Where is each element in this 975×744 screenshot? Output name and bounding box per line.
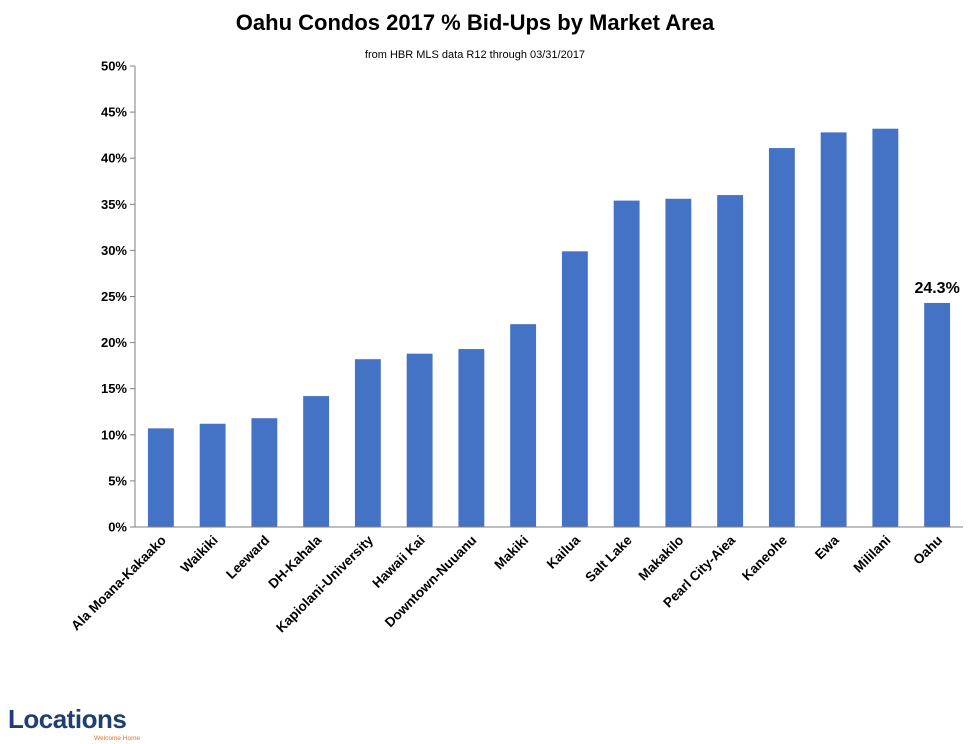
data-label: 24.3%	[914, 280, 959, 297]
logo-wordmark: Locations	[8, 704, 126, 734]
y-tick-label: 40%	[101, 151, 127, 166]
x-tick-label: Mililani	[851, 533, 894, 576]
y-tick-label: 10%	[101, 427, 127, 442]
bar	[251, 418, 278, 527]
bar	[613, 200, 640, 527]
company-logo: Locations Welcome Home	[8, 704, 141, 742]
bar	[199, 423, 226, 527]
x-tick-label: Oahu	[910, 533, 945, 568]
bar	[510, 324, 537, 527]
bar	[303, 396, 330, 527]
x-tick-label: Ala Moana-Kakaako	[68, 533, 169, 634]
chart-subtitle: from HBR MLS data R12 through 03/31/2017	[365, 49, 585, 61]
y-tick-label: 35%	[101, 197, 127, 212]
data-labels: 24.3%	[914, 280, 959, 297]
bar	[820, 132, 847, 527]
y-tick-label: 30%	[101, 243, 127, 258]
y-tick-label: 50%	[101, 59, 127, 74]
bar	[665, 198, 692, 527]
bar	[717, 195, 744, 527]
y-tick-label: 0%	[108, 520, 127, 535]
x-tick-label: Kaneohe	[739, 532, 790, 583]
x-tick-label: Makakilo	[636, 533, 687, 584]
y-tick-label: 15%	[101, 381, 127, 396]
x-tick-label: Ewa	[812, 532, 842, 562]
x-tick-label: Kapiolani-University	[273, 532, 376, 635]
bar	[768, 148, 795, 528]
y-tick-label: 25%	[101, 289, 127, 304]
bar	[458, 349, 485, 527]
bar	[924, 302, 951, 527]
x-tick-label: Leeward	[223, 533, 272, 582]
bars	[147, 128, 951, 528]
bar	[147, 428, 174, 527]
y-axis: 0% 5% 10% 15% 20% 25% 30% 35% 40% 45% 50%	[101, 59, 136, 535]
x-axis: Ala Moana-Kakaako Waikiki LeewardDH-Kahala…	[68, 526, 963, 635]
logo-tagline: Welcome Home	[94, 735, 141, 742]
x-tick-label: Salt Lake	[582, 532, 635, 585]
x-tick-label: Makiki	[491, 533, 531, 573]
bar	[406, 353, 433, 527]
bar	[354, 359, 381, 527]
x-tick-label: Kailua	[544, 532, 584, 572]
y-tick-label: 20%	[101, 335, 127, 350]
chart-title: Oahu Condos 2017 % Bid-Ups by Market Are…	[236, 10, 715, 35]
y-tick-label: 45%	[101, 105, 127, 120]
bar	[872, 128, 899, 528]
bar	[561, 251, 588, 527]
y-tick-label: 5%	[108, 473, 127, 488]
x-tick-label: Waikiki	[178, 533, 221, 576]
x-tick-label: Downtown-Nuuanu	[382, 533, 480, 631]
